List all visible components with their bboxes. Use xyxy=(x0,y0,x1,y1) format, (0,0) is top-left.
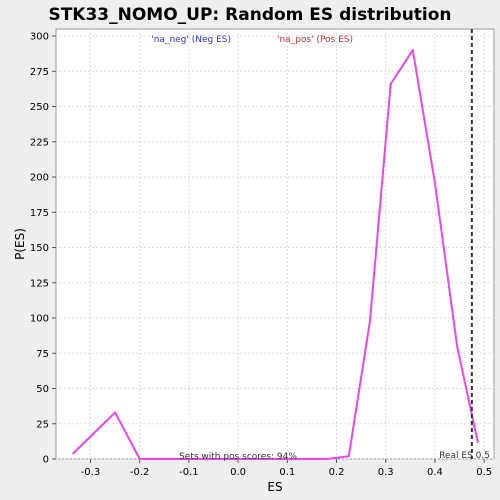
data-point xyxy=(389,82,392,85)
plot-area xyxy=(55,28,495,460)
chart-title: STK33_NOMO_UP: Random ES distribution xyxy=(48,5,451,25)
x-tick-label: -0.1 xyxy=(179,467,199,478)
x-tick-label: 0.1 xyxy=(279,467,295,478)
data-point xyxy=(368,319,371,322)
y-tick-label: 200 xyxy=(30,173,49,184)
data-point xyxy=(138,458,141,460)
data-point xyxy=(347,455,350,458)
data-point xyxy=(456,345,459,348)
legend: 'na_neg' (Neg ES) 'na_pos' (Pos ES) xyxy=(151,35,353,45)
data-point xyxy=(411,49,414,52)
axes: -0.3 -0.2 -0.1 0.0 0.1 0.2 0.3 0.4 0.5 0 25 50 75 100… xyxy=(30,32,492,478)
data-point xyxy=(187,458,190,460)
data-point xyxy=(433,181,436,184)
data-point xyxy=(114,411,117,414)
y-tick-label: 250 xyxy=(30,102,49,113)
pos-scores-annotation: Sets with pos scores: 94% xyxy=(179,452,297,462)
y-tick-label: 25 xyxy=(36,419,49,430)
series-layer xyxy=(72,49,479,460)
x-tick-label: -0.2 xyxy=(130,467,150,478)
x-tick-label: 0.0 xyxy=(230,467,246,478)
x-axis-label: ES xyxy=(267,480,282,494)
real-es-annotation: Real ES 0.5 xyxy=(439,451,490,461)
data-point xyxy=(476,441,479,444)
x-tick-label: 0.4 xyxy=(427,467,443,478)
y-tick-label: 50 xyxy=(36,384,49,395)
y-tick-label: 300 xyxy=(30,32,49,43)
data-point xyxy=(72,452,75,455)
y-tick-label: 275 xyxy=(30,67,49,78)
legend-entry-neg: 'na_neg' (Neg ES) xyxy=(151,35,231,45)
y-tick-label: 75 xyxy=(36,349,49,360)
y-axis-label: P(ES) xyxy=(13,228,27,260)
y-tick-label: 150 xyxy=(30,243,49,254)
data-point xyxy=(158,458,161,460)
grid xyxy=(56,29,494,460)
y-tick-label: 0 xyxy=(43,455,49,466)
y-tick-label: 175 xyxy=(30,208,49,219)
y-tick-label: 100 xyxy=(30,314,49,325)
data-point xyxy=(286,458,289,460)
x-tick-label: 0.2 xyxy=(329,467,345,478)
legend-entry-pos: 'na_pos' (Pos ES) xyxy=(277,35,353,45)
data-point xyxy=(325,458,328,460)
x-tick-label: -0.3 xyxy=(81,467,101,478)
y-tick-label: 125 xyxy=(30,278,49,289)
y-tick-label: 225 xyxy=(30,137,49,148)
x-tick-label: 0.3 xyxy=(378,467,394,478)
x-tick-label: 0.5 xyxy=(476,467,492,478)
data-point xyxy=(237,458,240,460)
